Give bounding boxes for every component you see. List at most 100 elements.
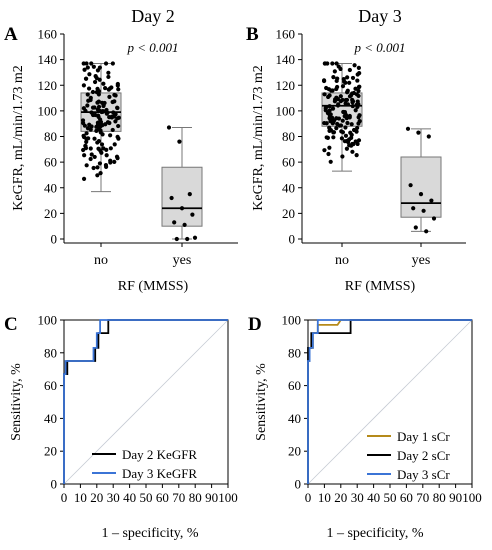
data-point: [103, 61, 109, 66]
data-point: [408, 183, 413, 188]
data-point: [105, 110, 110, 115]
data-point: [357, 71, 362, 76]
panel-c-ylabel: Sensitivity, %: [9, 363, 24, 441]
box-yes: [400, 156, 442, 218]
data-point: [416, 130, 421, 135]
panel-b-title: Day 3: [358, 6, 402, 26]
x-tick-label: 30: [351, 490, 364, 505]
data-point: [84, 61, 89, 66]
data-point: [101, 146, 106, 151]
data-point: [84, 139, 89, 145]
data-point: [352, 63, 357, 68]
data-point: [81, 147, 86, 153]
legend: Day 1 sCr Day 2 sCr Day 3 sCr: [367, 429, 450, 482]
data-point: [92, 136, 97, 141]
data-point: [86, 86, 92, 91]
y-tick-label: 20: [282, 206, 295, 221]
data-point: [339, 129, 344, 134]
data-point: [350, 149, 355, 154]
y-tick-label: 120: [276, 78, 296, 93]
data-point: [91, 64, 96, 69]
data-point: [350, 91, 355, 96]
panel-b-plot-area: 0 20 40 60 80 100 120 140 160 no yes: [276, 27, 466, 268]
data-point: [85, 65, 90, 70]
data-point: [90, 89, 96, 95]
data-point: [92, 154, 97, 160]
data-point: [88, 95, 93, 100]
data-point: [327, 145, 332, 150]
data-point: [322, 148, 327, 153]
data-point: [349, 122, 354, 127]
data-point: [350, 75, 356, 81]
data-point: [340, 154, 345, 159]
data-point: [111, 110, 116, 115]
y-tick-label: 40: [44, 180, 57, 195]
data-point: [353, 108, 358, 113]
data-point: [340, 118, 345, 123]
data-point: [426, 134, 431, 139]
legend-label: Day 2 KeGFR: [122, 447, 197, 462]
data-point: [343, 101, 348, 106]
y-tick-label: 40: [282, 180, 295, 195]
data-point: [104, 164, 109, 169]
data-point: [356, 84, 362, 90]
x-tick-label: 0: [61, 490, 68, 505]
y-tick-label: 100: [276, 103, 296, 118]
data-point: [116, 87, 121, 92]
roc-line-day-3-kegfr: [63, 319, 228, 484]
data-point: [166, 125, 172, 130]
data-point: [108, 146, 113, 151]
box-yes: [161, 166, 203, 227]
data-point: [96, 104, 102, 109]
data-point: [345, 75, 350, 80]
data-point: [107, 94, 112, 99]
data-point: [100, 100, 105, 105]
data-point: [190, 212, 195, 217]
data-point: [350, 103, 355, 109]
y-tick-label: 140: [276, 52, 296, 67]
data-point: [411, 206, 416, 211]
data-point: [91, 165, 96, 171]
data-point: [96, 99, 101, 104]
data-point: [345, 90, 350, 95]
y-tick-label: 140: [38, 52, 58, 67]
data-point: [82, 153, 87, 158]
panel-b: B Day 3 p < 0.001 RF (MMSS) KeGFR, mL/mi…: [246, 6, 466, 294]
data-point: [81, 133, 86, 138]
x-tick-label: no: [335, 253, 349, 268]
data-point: [89, 152, 94, 157]
y-tick-label: 60: [282, 155, 295, 170]
data-point: [343, 133, 349, 138]
data-point: [334, 116, 339, 121]
data-point: [182, 222, 187, 228]
data-point: [98, 171, 103, 176]
data-point: [92, 79, 98, 85]
y-tick-label: 100: [38, 103, 58, 118]
x-tick-label: 60: [156, 490, 169, 505]
y-tick-label: 100: [38, 313, 58, 328]
data-point: [421, 208, 426, 213]
data-point: [179, 206, 185, 211]
y-tick-label: 60: [44, 155, 57, 170]
panel-letter-d: D: [248, 314, 262, 335]
data-point: [324, 121, 329, 126]
x-tick-label: 50: [384, 490, 397, 505]
y-tick-label: 0: [295, 477, 302, 492]
data-point: [110, 127, 115, 133]
y-tick-label: 0: [289, 232, 296, 247]
data-point: [332, 99, 337, 104]
data-point: [185, 236, 190, 242]
data-point: [83, 143, 88, 149]
x-tick-label: 80: [433, 490, 446, 505]
data-point: [95, 86, 100, 91]
legend: Day 2 KeGFR Day 3 KeGFR: [92, 447, 197, 481]
data-point: [100, 109, 105, 114]
data-point: [418, 192, 424, 197]
data-point: [172, 220, 177, 225]
data-point: [431, 216, 437, 221]
panel-letter-b: B: [246, 24, 259, 45]
x-tick-label: 100: [218, 490, 238, 505]
